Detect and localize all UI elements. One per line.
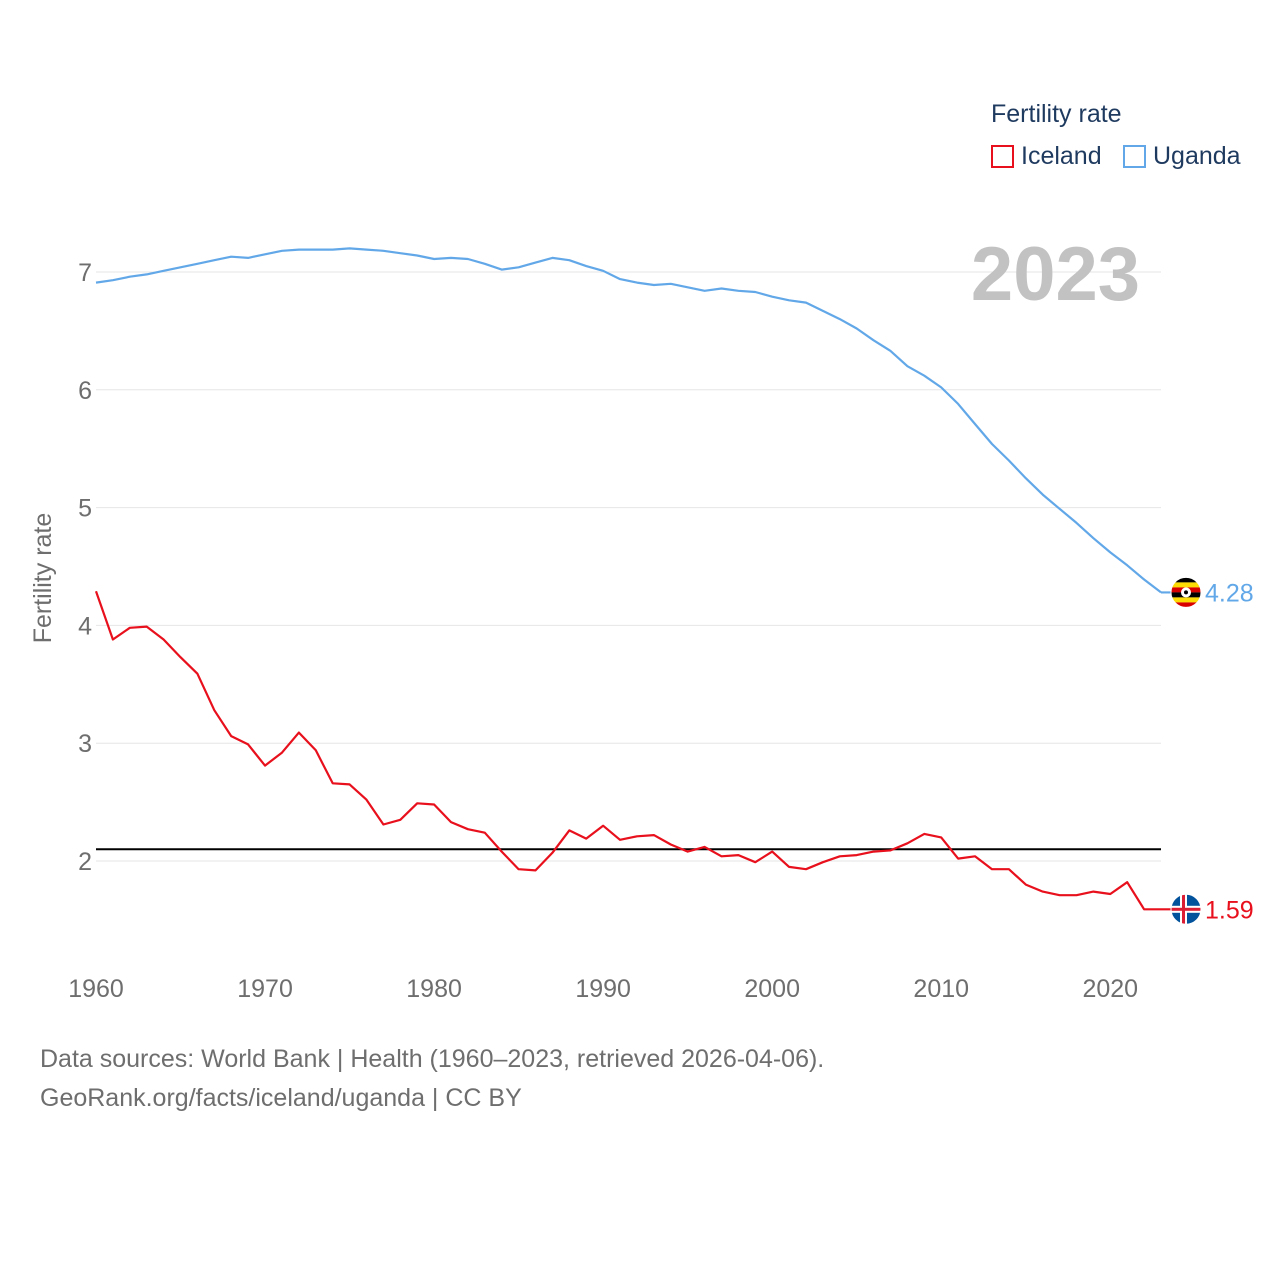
y-tick-label: 4	[78, 612, 92, 640]
x-tick-label: 1990	[575, 975, 631, 1003]
iceland-swatch-icon	[991, 145, 1014, 168]
y-tick-label: 3	[78, 730, 92, 758]
x-tick-label: 2020	[1082, 975, 1138, 1003]
x-tick-label: 2000	[744, 975, 800, 1003]
y-tick-label: 7	[78, 259, 92, 287]
x-tick-label: 1970	[237, 975, 293, 1003]
uganda-flag-icon	[1170, 576, 1202, 608]
legend-title: Fertility rate	[991, 100, 1122, 128]
legend-label-uganda: Uganda	[1153, 142, 1241, 170]
grid-lines	[96, 271, 1161, 862]
x-tick-label: 2010	[913, 975, 969, 1003]
year-label: 2023	[971, 232, 1140, 317]
iceland-flag-icon	[1170, 893, 1202, 925]
x-tick-label: 1980	[406, 975, 462, 1003]
series-line-iceland	[94, 590, 1161, 911]
uganda-swatch-icon	[1123, 145, 1146, 168]
y-tick-label: 6	[78, 377, 92, 405]
legend-item-uganda[interactable]: Uganda	[1123, 142, 1241, 171]
x-axis-ticks: 1960 1970 1980 1990 2000 2010 2020	[68, 975, 1138, 1003]
y-tick-label: 5	[78, 495, 92, 523]
y-axis-label: Fertility rate	[29, 513, 57, 644]
y-tick-label: 2	[78, 848, 92, 876]
y-axis-ticks: 2 3 4 5 6 7	[78, 259, 92, 876]
end-markers: 1.59 4.28	[1161, 576, 1254, 925]
end-value-label-uganda: 4.28	[1205, 579, 1254, 607]
series-line-uganda	[95, 247, 1162, 594]
footer-sources: Data sources: World Bank | Health (1960–…	[40, 1045, 825, 1073]
footer-attribution[interactable]: GeoRank.org/facts/iceland/uganda | CC BY	[40, 1084, 522, 1112]
legend-label-iceland: Iceland	[1021, 142, 1102, 170]
end-value-label-iceland: 1.59	[1205, 896, 1254, 924]
legend-item-iceland[interactable]: Iceland	[991, 142, 1102, 171]
x-tick-label: 1960	[68, 975, 124, 1003]
series-lines	[94, 247, 1162, 911]
